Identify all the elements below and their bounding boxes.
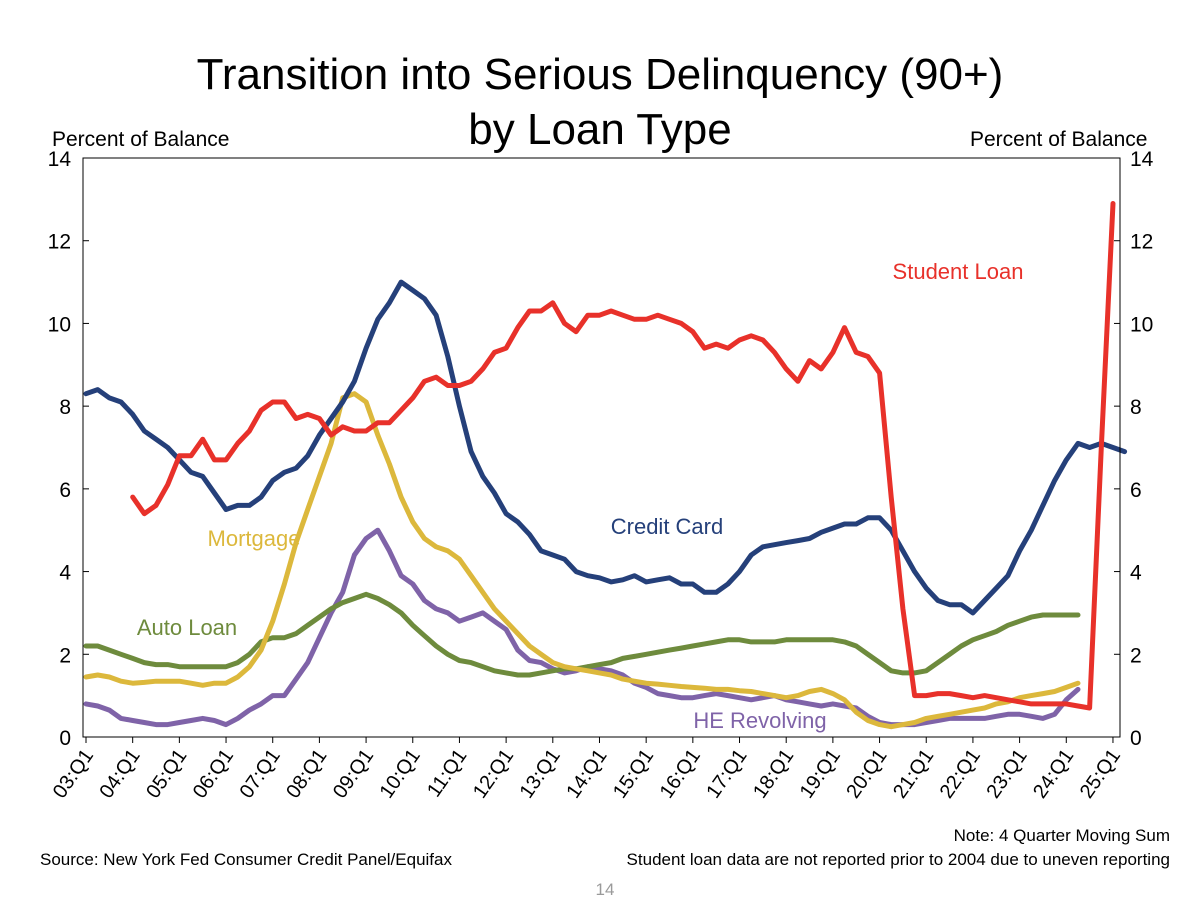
y-tick-label-right: 6: [1130, 479, 1142, 502]
y-tick-label-right: 0: [1130, 727, 1142, 750]
series-label-he-revolving: HE Revolving: [693, 708, 826, 733]
y-tick-label-right: 12: [1130, 231, 1153, 254]
x-tick-label: 16:Q1: [656, 745, 705, 802]
y-tick-label-right: 10: [1130, 313, 1153, 336]
page-number: 14: [595, 880, 615, 899]
x-tick-label: 09:Q1: [329, 745, 378, 802]
series-line-mortgage: [83, 391, 1081, 730]
x-tick-label: 23:Q1: [982, 745, 1031, 802]
x-tick-label: 13:Q1: [516, 745, 565, 802]
x-tick-label: 22:Q1: [936, 745, 985, 802]
y-tick-label-left: 2: [59, 644, 71, 667]
note-moving-sum: Note: 4 Quarter Moving Sum: [953, 826, 1170, 845]
x-tick-label: 18:Q1: [749, 745, 798, 802]
x-tick-label: 03:Q1: [49, 745, 98, 802]
plot-frame: [82, 157, 1121, 738]
chart-title-line2: by Loan Type: [468, 105, 732, 154]
x-tick-label: 06:Q1: [189, 745, 238, 802]
x-tick-label: 14:Q1: [562, 745, 611, 802]
y-tick-label-left: 6: [59, 479, 71, 502]
x-tick-label: 20:Q1: [842, 745, 891, 802]
x-axis: 03:Q104:Q105:Q106:Q107:Q108:Q109:Q110:Q1…: [49, 737, 1125, 802]
x-tick-label: 11:Q1: [423, 745, 471, 801]
y-tick-label-left: 0: [59, 727, 71, 750]
y-tick-label-left: 10: [48, 313, 71, 336]
series-label-credit-card: Credit Card: [611, 514, 723, 539]
series-lines: [83, 201, 1128, 730]
x-tick-label: 19:Q1: [796, 745, 845, 802]
y-tick-label-right: 2: [1130, 644, 1142, 667]
x-tick-label: 05:Q1: [142, 745, 191, 802]
y-tick-label-left: 12: [48, 231, 71, 254]
source-note: Source: New York Fed Consumer Credit Pan…: [40, 850, 452, 869]
series-line-student-loan: [130, 201, 1116, 711]
note-student-loan: Student loan data are not reported prior…: [626, 850, 1170, 869]
x-tick-label: 15:Q1: [609, 745, 658, 802]
y-tick-label-left: 14: [48, 148, 72, 171]
series-label-mortgage: Mortgage: [208, 526, 301, 551]
y-tick-label-right: 4: [1130, 562, 1142, 585]
chart-title-line1: Transition into Serious Delinquency (90+…: [196, 50, 1004, 99]
y-tick-label-left: 4: [59, 562, 71, 585]
y-tick-label-left: 8: [59, 396, 71, 419]
y-axis-right: 0 2 4 6 8 10 12 14: [1114, 148, 1154, 750]
series-line-credit-card: [83, 279, 1128, 616]
series-label-student-loan: Student Loan: [893, 259, 1024, 284]
x-tick-label: 07:Q1: [236, 745, 285, 802]
series-labels: HE Revolving Auto Loan Mortgage Credit Card…: [137, 259, 1024, 733]
series-label-auto-loan: Auto Loan: [137, 615, 237, 640]
right-axis-label: Percent of Balance: [970, 128, 1148, 151]
x-tick-label: 08:Q1: [282, 745, 331, 802]
x-tick-label: 25:Q1: [1076, 745, 1125, 802]
y-tick-label-right: 14: [1130, 148, 1154, 171]
x-tick-label: 04:Q1: [96, 745, 145, 802]
x-tick-label: 17:Q1: [702, 745, 751, 802]
x-tick-label: 24:Q1: [1029, 745, 1078, 802]
y-tick-label-right: 8: [1130, 396, 1142, 419]
left-axis-label: Percent of Balance: [52, 128, 230, 151]
x-tick-label: 10:Q1: [376, 745, 425, 802]
x-tick-label: 12:Q1: [469, 745, 518, 802]
x-tick-label: 21:Q1: [889, 745, 938, 802]
